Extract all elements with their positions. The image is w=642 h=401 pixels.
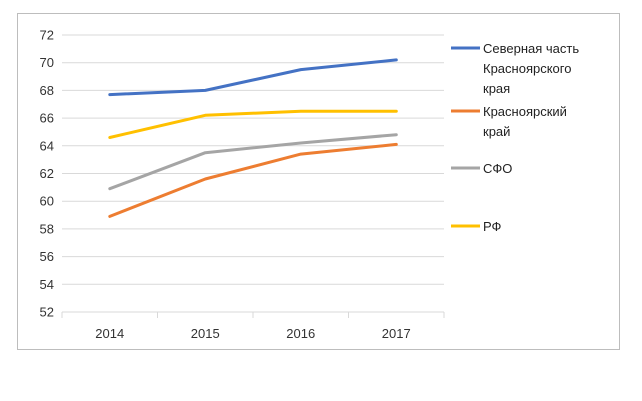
legend-label: края xyxy=(483,81,510,96)
series-line xyxy=(108,58,398,97)
legend-label: РФ xyxy=(483,219,502,234)
legend-label: Красноярского xyxy=(483,61,571,76)
y-tick-label: 68 xyxy=(40,83,54,98)
y-tick-label: 56 xyxy=(40,249,54,264)
y-tick-label: 66 xyxy=(40,111,54,126)
y-tick-label: 64 xyxy=(40,138,54,153)
y-tick-label: 70 xyxy=(40,55,54,70)
legend-label: край xyxy=(483,124,510,139)
y-tick-label: 52 xyxy=(40,305,54,320)
series-line xyxy=(108,133,398,191)
series-line xyxy=(108,142,398,218)
x-tick-label: 2017 xyxy=(382,326,411,341)
legend-label: Красноярский xyxy=(483,104,567,119)
y-tick-label: 62 xyxy=(40,166,54,181)
series-line xyxy=(108,109,398,139)
legend-label: Северная часть xyxy=(483,41,579,56)
x-tick-label: 2015 xyxy=(191,326,220,341)
y-tick-label: 72 xyxy=(40,28,54,43)
y-tick-label: 60 xyxy=(40,194,54,209)
x-tick-label: 2016 xyxy=(286,326,315,341)
x-tick-label: 2014 xyxy=(95,326,124,341)
y-tick-label: 58 xyxy=(40,221,54,236)
legend-label: СФО xyxy=(483,161,512,176)
y-tick-label: 54 xyxy=(40,277,54,292)
